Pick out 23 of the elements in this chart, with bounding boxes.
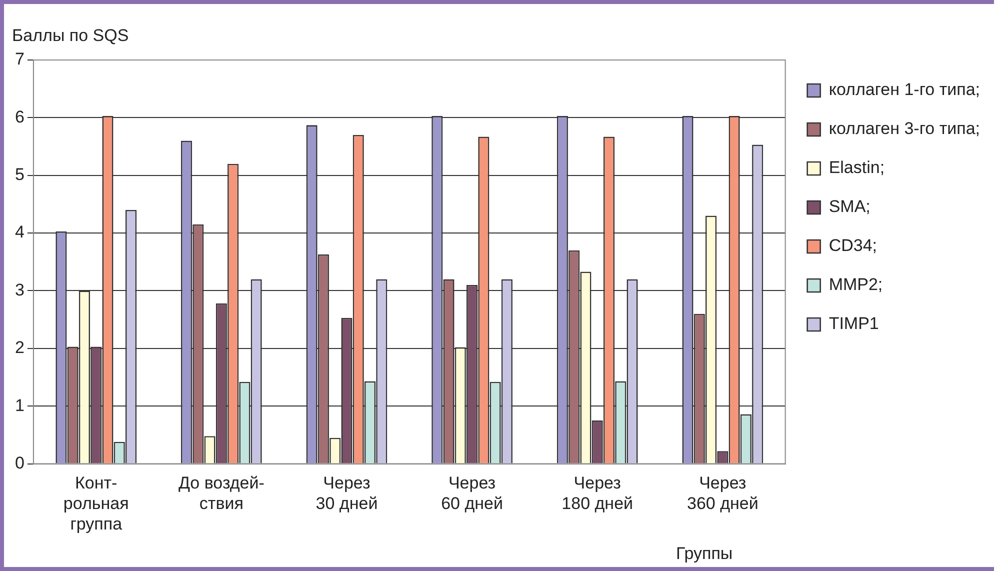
y-tick-label: 3 — [14, 280, 24, 300]
legend-label: SMA; — [828, 197, 870, 216]
x-tick-label: Через 360 дней — [686, 474, 758, 514]
legend-label: TIMP1 — [828, 314, 879, 334]
y-axis-title: Баллы по SQS — [12, 26, 129, 46]
y-tick-label: 6 — [14, 107, 24, 126]
x-axis-title: Группы — [676, 544, 733, 564]
x-tick-label: До воздей- ствия — [178, 474, 264, 514]
legend-label: коллаген 3-го типа; — [828, 119, 980, 138]
legend-label: Elastin; — [828, 158, 885, 178]
legend-label: коллаген 1-го типа; — [828, 80, 980, 100]
y-tick-label: 7 — [14, 50, 24, 69]
y-tick-label: 5 — [14, 165, 24, 184]
x-tick-label: Через 30 дней — [316, 474, 378, 514]
y-tick-label: 0 — [14, 453, 24, 472]
y-tick-label: 2 — [14, 338, 24, 358]
x-tick-label: Конт- рольная группа — [63, 474, 129, 534]
x-tick-label: Через 60 дней — [441, 474, 503, 514]
y-tick-label: 4 — [14, 222, 24, 242]
legend-label: CD34; — [828, 236, 878, 256]
x-tick-label: Через 180 дней — [562, 474, 634, 514]
legend-label: MMP2; — [828, 275, 883, 294]
y-tick-label: 1 — [14, 396, 24, 415]
